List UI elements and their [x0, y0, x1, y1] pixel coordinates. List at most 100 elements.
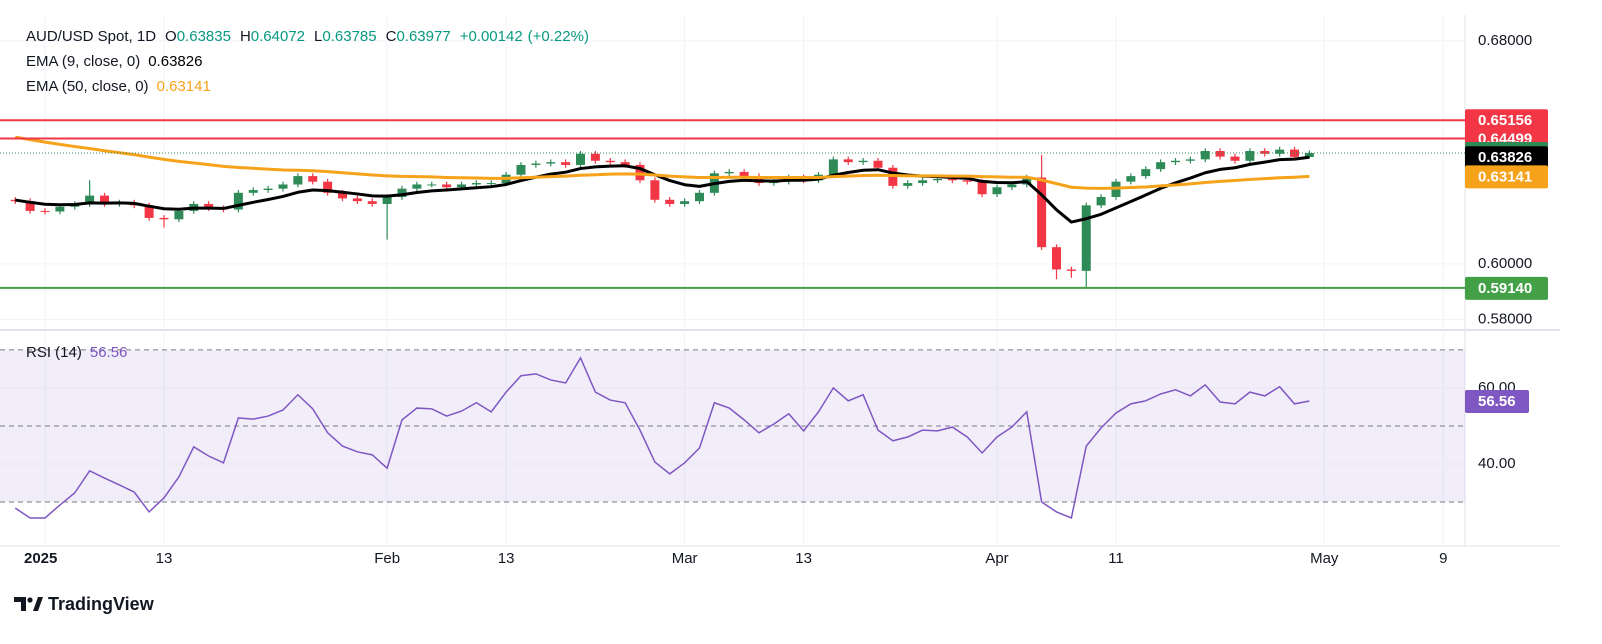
rsi-pane	[0, 332, 1465, 545]
candle-body	[962, 180, 972, 182]
logo-shape	[27, 597, 33, 603]
level-box	[1465, 109, 1548, 133]
candle-body	[1260, 151, 1270, 154]
ema-value-box	[1465, 146, 1548, 170]
y-tick-label: 0.68000	[1478, 32, 1532, 49]
x-tick-label: 9	[1439, 550, 1447, 567]
ema50-legend: EMA (50, close, 0) 0.63141	[26, 78, 211, 95]
candle-body	[308, 176, 318, 182]
low-key: L	[314, 28, 322, 45]
candle-body	[620, 162, 630, 165]
brand-name: TradingView	[48, 594, 155, 614]
plot-layer: 0.68000 0.60000 0.58000 2025 13 Feb 13 Mar 13 Apr…	[0, 15, 1548, 567]
ema-value-box	[1465, 165, 1548, 189]
candle-body	[650, 180, 660, 200]
legend-value: 0.63141	[157, 78, 211, 95]
candle-body	[739, 171, 749, 177]
candle-body	[352, 198, 362, 202]
logo-shape	[14, 597, 26, 611]
candle-body	[144, 205, 154, 218]
candle-body	[100, 195, 109, 204]
candle-body	[1185, 159, 1195, 161]
candle-body	[338, 192, 347, 199]
candle-body	[695, 192, 704, 202]
rsi-line	[14, 356, 1310, 520]
close-value: 0.63977	[396, 28, 450, 45]
candle-body	[427, 184, 437, 186]
candle-body	[680, 201, 690, 204]
candle-body	[918, 180, 928, 184]
ema-line	[15, 135, 1310, 190]
candle-body	[25, 201, 35, 211]
candle-body	[1215, 151, 1225, 157]
candle-body	[278, 184, 288, 189]
rsi-value-label: 56.56	[1478, 393, 1516, 410]
candle-body	[1126, 176, 1136, 182]
x-tick-label: May	[1310, 550, 1339, 567]
candle-body	[561, 162, 571, 165]
candle-body	[412, 184, 422, 189]
ema9-legend: EMA (9, close, 0) 0.63826	[26, 53, 202, 70]
candle-body	[724, 171, 734, 174]
legend-value: 0.63826	[148, 53, 202, 70]
legend-name: RSI (14)	[26, 344, 82, 361]
change-percent: (+0.22%)	[528, 28, 589, 45]
legend-name: EMA (50, close, 0)	[26, 78, 149, 95]
change-value: +0.00142	[460, 28, 523, 45]
rsi-legend: RSI (14) 56.56	[26, 344, 127, 361]
candle-body	[248, 190, 258, 193]
candle-body	[1141, 169, 1151, 177]
level-box	[1465, 276, 1548, 300]
candle-body	[1066, 269, 1076, 271]
candle-body	[843, 159, 853, 163]
candle-body	[635, 164, 645, 181]
candle-body	[323, 181, 333, 193]
x-tick-label: Feb	[374, 550, 400, 567]
open-key: O	[165, 28, 177, 45]
x-tick-label: 13	[498, 550, 515, 567]
candle-body	[1096, 197, 1106, 206]
legend-name: EMA (9, close, 0)	[26, 53, 140, 70]
candle-body	[1275, 149, 1285, 154]
level-label: 0.59140	[1478, 280, 1532, 297]
candle-body	[159, 217, 169, 220]
candle-body	[174, 210, 184, 220]
y-tick-label: 0.58000	[1478, 311, 1532, 328]
candle-body	[992, 187, 1002, 195]
candle-body	[1052, 247, 1061, 270]
low-value: 0.63785	[322, 28, 376, 45]
logo-shape	[33, 597, 43, 611]
ema-line	[15, 155, 1310, 224]
candle-body	[873, 160, 883, 168]
candle-body	[828, 159, 838, 175]
candle-body	[204, 203, 214, 209]
candle-body	[486, 183, 496, 185]
candle-body	[1171, 160, 1180, 163]
high-value: 0.64072	[251, 28, 305, 45]
candle-body	[263, 188, 273, 191]
candle-body	[947, 178, 957, 181]
candle-body	[85, 195, 95, 204]
candle-body	[1245, 151, 1255, 161]
header-ohlc: AUD/USD Spot, 1D O0.63835 H0.64072 L0.63785…	[26, 28, 589, 45]
candle-body	[397, 188, 407, 198]
candle-body	[590, 153, 600, 161]
candle-body	[665, 199, 675, 204]
legend-value: 56.56	[90, 344, 128, 361]
open-value: 0.63835	[177, 28, 231, 45]
candle-body	[576, 153, 585, 165]
candle-body	[367, 201, 377, 204]
candle-body	[605, 160, 615, 163]
candle-body	[933, 178, 942, 181]
candle-body	[1081, 205, 1091, 271]
candle-body	[1304, 153, 1314, 158]
price-pane	[0, 15, 1465, 328]
ema-value-label: 0.63826	[1478, 149, 1532, 166]
candle-body	[471, 183, 481, 185]
candle-body	[516, 164, 526, 175]
candle-body	[977, 181, 987, 195]
candle-body	[1037, 177, 1047, 248]
x-tick-label: Mar	[672, 550, 698, 567]
